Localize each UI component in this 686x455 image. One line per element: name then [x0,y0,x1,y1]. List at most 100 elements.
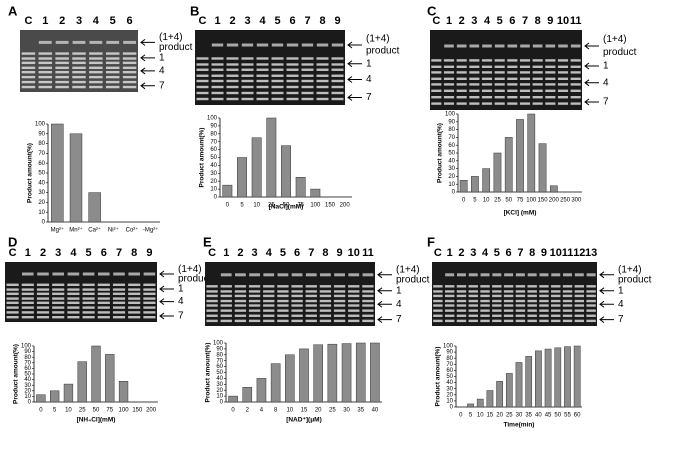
gel-band [196,79,209,83]
gel-band [545,96,556,99]
bar [482,168,491,193]
gel-band [263,314,275,317]
gel-band [98,272,110,276]
y-tick-label: 10 [446,398,453,404]
gel-band [291,314,303,317]
gel-band [143,288,156,291]
gel-band [241,91,254,95]
gel-band [211,85,224,89]
gel-band [128,292,141,295]
gel-band [480,294,490,298]
gel-band [468,285,478,288]
gel-band [72,75,86,79]
gel-band [67,283,80,286]
gel-band [433,319,443,323]
gel-band [21,75,36,79]
bar [493,152,502,193]
bar [504,137,513,193]
gel-band [271,63,284,66]
gel-band [286,68,299,71]
bar [355,342,366,403]
gel-band [72,80,86,84]
gel-band [482,44,492,48]
gel-band [291,290,303,293]
gel-band [55,70,69,74]
lane-label: C [208,247,216,259]
y-tick-label: 30 [446,386,453,392]
gel-band [6,292,19,295]
y-tick-label: 20 [38,200,45,206]
gel-band [143,316,156,319]
gel-band [456,44,467,48]
lane-label: 7 [522,15,528,27]
gel-band [319,314,332,317]
gel-band [82,288,95,291]
gel-band [305,294,317,298]
gel-band [492,314,502,317]
gel-band [456,319,467,323]
gel-band [286,97,299,101]
gel-band [52,306,65,309]
y-tick-label: 10 [210,187,217,193]
gel-band [286,85,299,89]
arrow [599,316,614,323]
gel-band [21,297,34,300]
y-tick-label: 100 [21,344,32,350]
gel-band [494,102,505,105]
lane-label: 2 [229,15,235,27]
gel-band [481,89,493,92]
gel-band [333,309,346,312]
gel-band [37,272,49,276]
gel-band [433,314,443,317]
y-tick-label: 60 [448,143,455,149]
gel-band [72,85,86,89]
bar [270,363,281,403]
gel-band [443,89,455,92]
gel-band [519,65,531,68]
gel-band [563,273,573,277]
y-tick-label: 0 [452,190,456,196]
arrow [377,287,392,295]
gel-band [128,311,141,314]
y-tick-label: 30 [216,382,223,388]
bar [266,117,277,198]
band-label: 4 [159,66,165,77]
gel-band [570,96,581,99]
gel-band [586,299,596,303]
gel-band [316,43,329,47]
gel-band [539,309,549,312]
gel-band [348,319,360,323]
gel-band [443,71,455,74]
gel-band [256,57,269,60]
gel-band [570,59,581,62]
gel-band [431,89,442,92]
gel-band [456,304,467,307]
panel-letter: B [190,3,199,18]
bar [496,381,503,408]
bar [459,180,468,193]
gel-band [220,304,232,307]
lane-label: 6 [127,15,133,27]
gel-band [468,299,478,303]
gel-band [443,77,455,80]
lane-label: C [432,15,440,27]
gel-band [586,285,596,288]
gel-band [468,290,478,293]
y-tick-label: 70 [446,362,453,368]
x-tick-label: 25 [506,413,513,419]
y-tick-label: 100 [35,122,46,128]
gel-band [82,316,95,319]
bar [88,192,101,223]
gel-band [503,299,514,303]
gel-band [520,44,530,48]
gel-band [143,311,156,314]
gel-band [271,57,284,60]
gel-band [333,314,346,317]
y-tick-label: 90 [216,346,223,352]
gel-band [122,75,137,79]
gel-band [331,63,344,66]
lane-label: 7 [308,247,314,259]
gel-band [551,299,561,303]
x-tick-label: 0 [231,408,235,414]
y-tick-label: 90 [448,119,455,125]
